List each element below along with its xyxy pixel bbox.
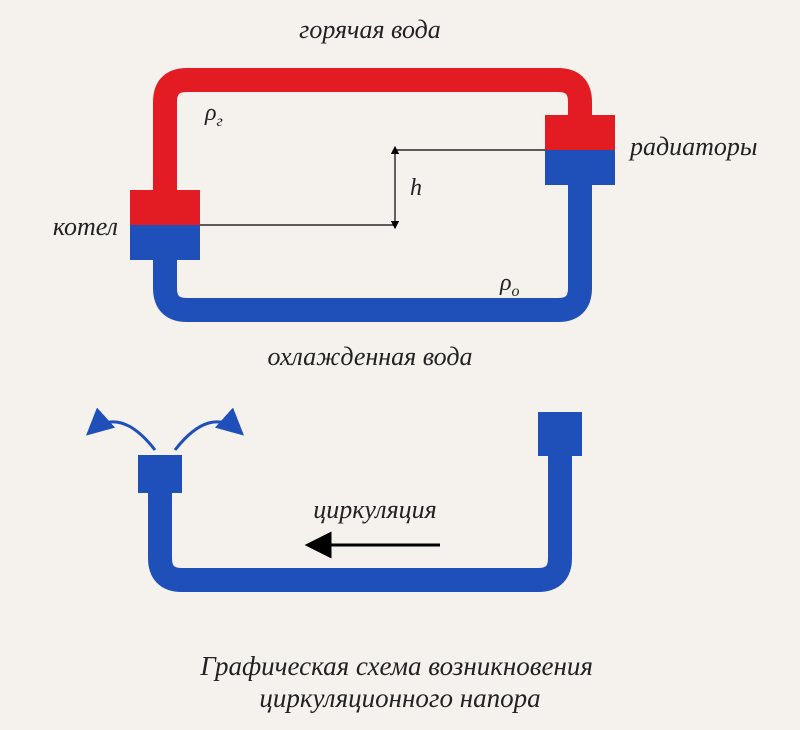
label-boiler: котел — [53, 212, 118, 241]
boiler — [130, 190, 200, 260]
spout-arrow-right — [175, 422, 240, 450]
circulation-diagram: циркуляция — [90, 412, 582, 580]
label-radiators: радиаторы — [628, 132, 758, 161]
label-rho-cold: ρо — [499, 270, 520, 300]
right-open-box — [538, 412, 582, 456]
heating-loop-diagram: горячая вода охлажденная вода котел ради… — [53, 15, 758, 371]
spout-arrow-left — [90, 422, 155, 450]
label-cold-water: охлажденная вода — [267, 342, 472, 371]
label-circulation: циркуляция — [313, 495, 437, 524]
radiator — [545, 115, 615, 185]
label-rho-hot: ρг — [204, 100, 223, 130]
label-h: h — [410, 175, 422, 201]
h-dimension — [200, 150, 545, 225]
caption: Графическая схема возникновения циркуляц… — [199, 651, 599, 713]
left-open-box — [138, 455, 182, 493]
hot-pipe — [165, 80, 580, 225]
label-hot-water: горячая вода — [299, 15, 441, 44]
